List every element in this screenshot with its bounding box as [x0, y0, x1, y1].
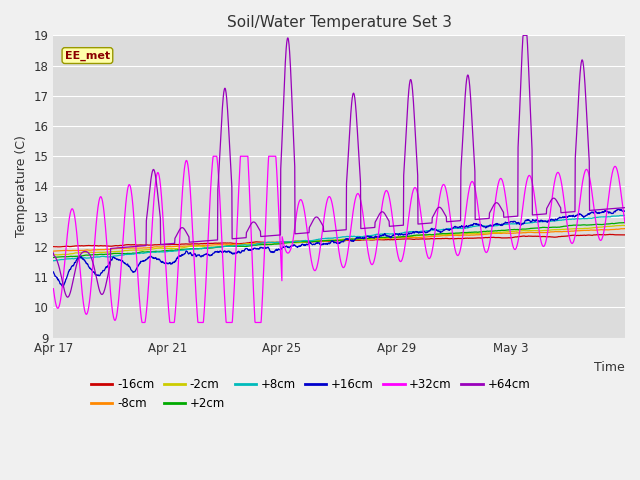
+64cm: [605, 206, 612, 212]
+8cm: [328, 235, 335, 241]
+2cm: [621, 220, 629, 226]
-8cm: [621, 226, 629, 231]
-2cm: [312, 238, 320, 244]
+8cm: [621, 212, 629, 218]
-16cm: [605, 231, 612, 237]
+32cm: [138, 320, 146, 325]
Line: +16cm: +16cm: [53, 209, 625, 287]
+16cm: [49, 269, 57, 275]
+16cm: [605, 210, 612, 216]
+2cm: [79, 253, 86, 259]
-16cm: [606, 231, 614, 237]
+32cm: [605, 192, 613, 197]
Y-axis label: Temperature (C): Temperature (C): [15, 135, 28, 238]
-16cm: [500, 235, 508, 241]
Line: +32cm: +32cm: [53, 156, 625, 323]
+64cm: [605, 206, 613, 212]
+8cm: [312, 237, 320, 242]
+32cm: [313, 264, 321, 270]
+32cm: [49, 286, 57, 291]
-2cm: [79, 250, 86, 255]
-8cm: [49, 248, 57, 254]
Text: EE_met: EE_met: [65, 50, 110, 60]
+64cm: [79, 249, 86, 255]
+2cm: [49, 254, 57, 260]
+64cm: [520, 33, 527, 38]
+32cm: [79, 294, 86, 300]
+32cm: [209, 153, 217, 159]
+64cm: [64, 294, 72, 300]
Line: +64cm: +64cm: [53, 36, 625, 297]
-8cm: [500, 230, 508, 236]
Line: -16cm: -16cm: [53, 234, 625, 247]
-8cm: [79, 248, 86, 253]
+32cm: [621, 220, 629, 226]
+8cm: [79, 255, 86, 261]
-2cm: [500, 229, 508, 235]
+16cm: [621, 208, 629, 214]
Legend: -16cm, -8cm, -2cm, +2cm, +8cm, +16cm, +32cm, +64cm: -16cm, -8cm, -2cm, +2cm, +8cm, +16cm, +3…: [86, 374, 535, 415]
-16cm: [621, 232, 629, 238]
-8cm: [605, 227, 612, 233]
-16cm: [55, 244, 63, 250]
+64cm: [621, 205, 629, 211]
+8cm: [500, 221, 508, 227]
-16cm: [49, 244, 57, 250]
+32cm: [605, 194, 612, 200]
-8cm: [328, 238, 335, 243]
+64cm: [500, 215, 508, 220]
+2cm: [605, 221, 612, 227]
+8cm: [621, 212, 628, 218]
+32cm: [500, 185, 508, 191]
-2cm: [54, 252, 61, 258]
+2cm: [604, 221, 612, 227]
+16cm: [312, 240, 320, 246]
+8cm: [605, 214, 612, 220]
+16cm: [615, 206, 623, 212]
Title: Soil/Water Temperature Set 3: Soil/Water Temperature Set 3: [227, 15, 452, 30]
Line: -2cm: -2cm: [53, 226, 625, 255]
+8cm: [49, 258, 57, 264]
-2cm: [49, 252, 57, 258]
Line: -8cm: -8cm: [53, 228, 625, 251]
+64cm: [49, 250, 57, 256]
-16cm: [79, 243, 86, 249]
Line: +2cm: +2cm: [53, 223, 625, 257]
+2cm: [312, 239, 320, 244]
+64cm: [328, 228, 335, 234]
X-axis label: Time: Time: [595, 361, 625, 374]
+32cm: [328, 200, 336, 205]
-2cm: [619, 223, 627, 228]
-2cm: [605, 224, 612, 229]
+64cm: [312, 214, 320, 220]
+8cm: [50, 258, 58, 264]
+16cm: [328, 238, 335, 244]
+2cm: [500, 228, 508, 233]
+16cm: [59, 284, 67, 290]
-8cm: [604, 227, 612, 233]
+2cm: [328, 238, 335, 243]
+16cm: [500, 221, 508, 227]
+16cm: [79, 256, 86, 262]
-16cm: [312, 239, 320, 244]
-16cm: [328, 238, 335, 244]
-8cm: [312, 238, 320, 244]
-2cm: [621, 223, 629, 228]
-2cm: [605, 223, 612, 229]
+8cm: [605, 214, 612, 219]
-16cm: [605, 232, 612, 238]
+16cm: [605, 210, 612, 216]
-2cm: [328, 237, 335, 243]
Line: +8cm: +8cm: [53, 215, 625, 261]
